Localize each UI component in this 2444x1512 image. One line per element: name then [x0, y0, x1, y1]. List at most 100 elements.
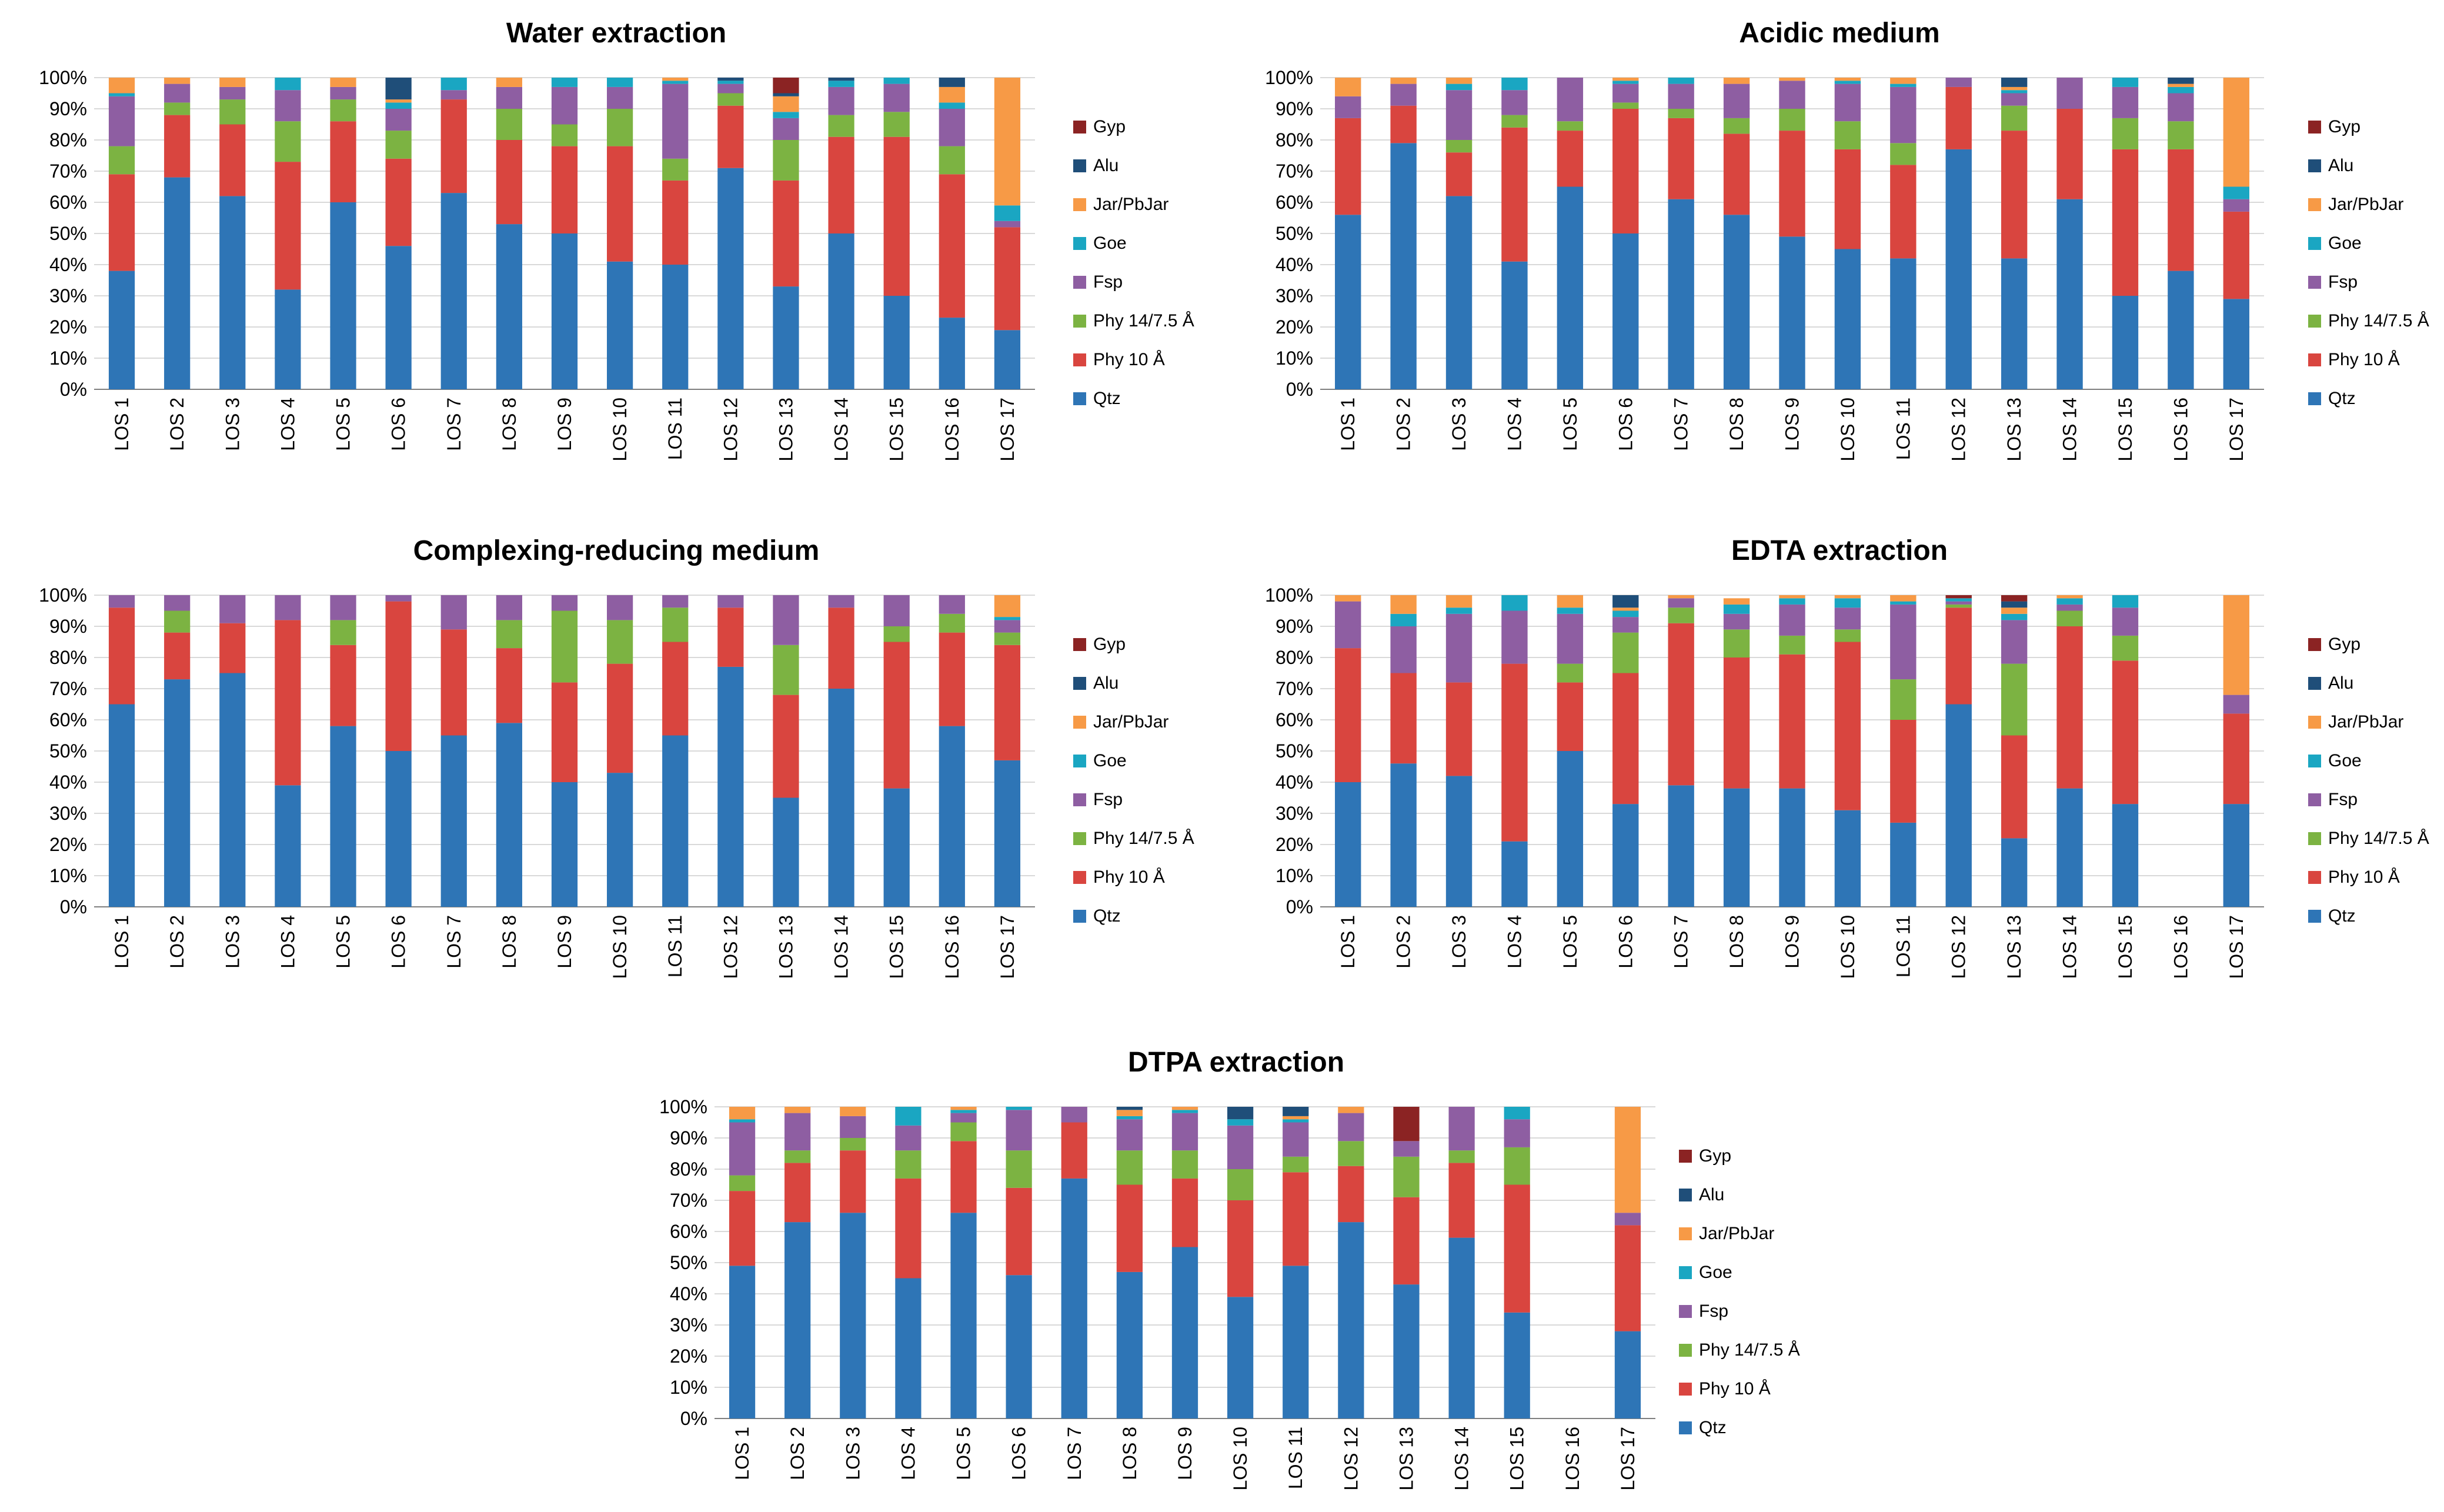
bar-segment: [2112, 595, 2139, 608]
x-tick-label: LOS 2: [787, 1427, 808, 1480]
bar-segment: [773, 112, 799, 118]
y-tick-label: 70%: [49, 678, 87, 699]
x-tick-label: LOS 17: [2226, 915, 2247, 979]
y-tick-label: 30%: [1276, 285, 1313, 306]
bar-segment: [840, 1150, 866, 1213]
bar-segment: [2112, 608, 2139, 636]
bar-segment: [2001, 78, 2028, 87]
chart-complexing-reducing-medium: Complexing-reducing medium 0% 10% 20% 30% 40…: [39, 535, 1194, 979]
bar-segment: [1723, 598, 1750, 605]
bar-segment: [1501, 261, 1528, 389]
bar-segment: [1445, 682, 1473, 776]
bar-segment: [1723, 604, 1750, 614]
x-tick-label: LOS 13: [2004, 398, 2025, 462]
bar-segment: [1335, 78, 1361, 96]
x-tick-label: LOS 5: [953, 1427, 974, 1480]
chart-edta-extraction: EDTA extraction 0% 10% 20% 30% 40% 50% 60% 70% 8…: [1265, 535, 2429, 979]
legend-swatch: [2308, 871, 2321, 884]
legend-entry: Phy 10 Å: [2328, 350, 2400, 369]
x-tick-label: LOS 11: [665, 915, 686, 977]
bar-segment: [950, 1122, 977, 1141]
bar-segment: [1612, 632, 1639, 673]
bar-segment: [2112, 635, 2139, 661]
bar-segment: [1668, 78, 1694, 84]
y-tick-label: 70%: [1276, 678, 1313, 699]
bar-segment: [607, 620, 633, 664]
y-tick-label: 90%: [1276, 98, 1313, 119]
bar-segment: [1445, 613, 1473, 683]
y-tick-label: 40%: [670, 1283, 707, 1304]
bar-segment: [219, 86, 246, 100]
bar-segment: [496, 723, 522, 907]
x-tick-label: LOS 12: [720, 398, 741, 462]
bar-segment: [1834, 84, 1861, 122]
legend-entry: Goe: [2328, 233, 2362, 253]
bar-segment: [1448, 1237, 1475, 1418]
x-tick-label: LOS 16: [1562, 1427, 1583, 1491]
bar-segment: [773, 78, 799, 94]
bar-segment: [1723, 788, 1750, 907]
bar-segment: [1501, 127, 1528, 262]
bar-segment: [1171, 1150, 1198, 1179]
bar-segment: [939, 86, 965, 103]
bar-segment: [164, 610, 191, 633]
x-tick-label: LOS 1: [1337, 398, 1358, 451]
bar-segment: [2112, 86, 2139, 118]
bar-segment: [729, 1266, 756, 1418]
bar-segment: [2168, 149, 2194, 271]
x-tick-label: LOS 15: [2115, 915, 2136, 979]
bar-segment: [2112, 804, 2139, 907]
bar-segment: [1390, 673, 1417, 764]
bar-segment: [1612, 804, 1639, 907]
legend-entry: Gyp: [1093, 635, 1126, 654]
bar-segment: [164, 84, 191, 103]
legend-swatch: [1073, 716, 1086, 729]
bar-segment: [330, 620, 356, 645]
x-tick-label: LOS 4: [1504, 398, 1525, 451]
bar-segment: [1061, 1178, 1087, 1418]
chart-title: Acidic medium: [1739, 18, 1939, 49]
y-tick-label: 70%: [49, 161, 87, 182]
bar-segment: [330, 99, 356, 122]
y-tick-label: 20%: [49, 316, 87, 338]
legend-swatch: [1073, 832, 1086, 845]
legend-swatch: [1073, 910, 1086, 923]
legend-swatch: [1073, 871, 1086, 884]
bar-segment: [895, 1125, 921, 1151]
bar-segment: [1445, 90, 1473, 140]
bar-segment: [1227, 1119, 1254, 1126]
bar-segment: [2001, 105, 2028, 131]
x-tick-label: LOS 8: [499, 398, 520, 451]
bar-segment: [551, 86, 578, 125]
bar-segment: [1227, 1125, 1254, 1169]
x-tick-label: LOS 5: [333, 398, 354, 451]
bar-segment: [662, 642, 689, 736]
bar-segment: [1338, 1141, 1364, 1166]
bar-segment: [784, 1222, 811, 1418]
x-tick-label: LOS 16: [941, 398, 963, 462]
bar-segment: [1501, 841, 1528, 907]
legend-entry: Jar/PbJar: [1093, 195, 1168, 214]
bar-segment: [1335, 118, 1361, 215]
bar-segment: [729, 1175, 756, 1191]
bar-segment: [1335, 215, 1361, 389]
x-tick-label: LOS 11: [1285, 1427, 1306, 1489]
bar-segment: [275, 289, 301, 389]
bar-segment: [2168, 78, 2194, 84]
chart-dtpa-extraction: DTPA extraction 0% 10% 20% 30% 40% 50% 60% 70% 8…: [659, 1047, 1800, 1491]
bar-segment: [1557, 186, 1584, 389]
bar-segment: [1393, 1284, 1420, 1418]
bar-segment: [994, 330, 1021, 389]
legend-swatch: [1073, 755, 1086, 767]
bar-segment: [1668, 598, 1694, 608]
legend-entry: Phy 14/7.5 Å: [2328, 829, 2429, 848]
bar-segment: [1834, 629, 1861, 642]
legend-entry: Gyp: [2328, 635, 2360, 654]
x-tick-label: LOS 13: [1395, 1427, 1417, 1491]
x-tick-label: LOS 11: [1892, 398, 1914, 460]
bar-segment: [551, 233, 578, 389]
bar-segment: [1338, 1107, 1364, 1113]
bar-segment: [1504, 1107, 1530, 1120]
bar-segment: [164, 679, 191, 907]
bar-segment: [1116, 1116, 1143, 1120]
